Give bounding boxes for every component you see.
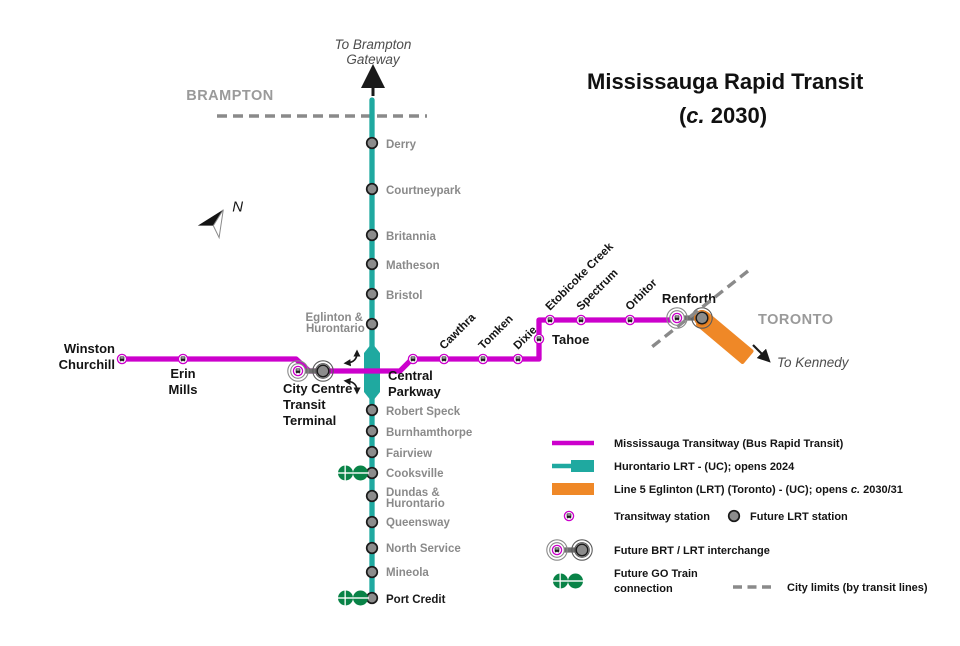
svg-text:Derry: Derry [386, 139, 417, 151]
svg-text:To Kennedy: To Kennedy [777, 355, 850, 370]
svg-text:Courtneypark: Courtneypark [386, 185, 461, 197]
svg-text:Future GO Train: Future GO Train [614, 568, 698, 580]
svg-text:(c. 2030): (c. 2030) [679, 103, 767, 128]
svg-text:TORONTO: TORONTO [758, 312, 833, 328]
svg-text:connection: connection [614, 583, 673, 595]
svg-text:To Brampton: To Brampton [335, 37, 412, 52]
svg-text:Hurontario: Hurontario [386, 498, 445, 510]
svg-text:Winston: Winston [64, 341, 115, 356]
svg-text:N: N [232, 199, 243, 216]
svg-text:Britannia: Britannia [386, 231, 436, 243]
svg-text:Port Credit: Port Credit [386, 594, 446, 606]
svg-text:North Service: North Service [386, 543, 461, 555]
svg-text:Central: Central [388, 368, 433, 383]
svg-text:BRAMPTON: BRAMPTON [186, 88, 274, 104]
svg-text:Erin: Erin [170, 366, 195, 381]
svg-text:Hurontario: Hurontario [306, 323, 365, 335]
svg-text:Terminal: Terminal [283, 413, 336, 428]
svg-text:Hurontario LRT - (UC); opens 2: Hurontario LRT - (UC); opens 2024 [614, 461, 795, 473]
svg-text:City Centre: City Centre [283, 381, 352, 396]
svg-text:Transitway station: Transitway station [614, 511, 710, 523]
svg-text:Bristol: Bristol [386, 290, 422, 302]
svg-text:Cooksville: Cooksville [386, 468, 444, 480]
svg-text:Parkway: Parkway [388, 384, 442, 399]
svg-text:Mississauga Rapid Transit: Mississauga Rapid Transit [587, 69, 864, 94]
svg-text:Churchill: Churchill [59, 357, 115, 372]
svg-text:Gateway: Gateway [346, 52, 401, 67]
svg-text:City limits (by transit lines): City limits (by transit lines) [787, 582, 928, 594]
svg-text:Line 5 Eglinton (LRT) (Toronto: Line 5 Eglinton (LRT) (Toronto) - (UC); … [614, 484, 903, 496]
svg-text:Matheson: Matheson [386, 260, 440, 272]
svg-text:Future LRT station: Future LRT station [750, 511, 848, 523]
svg-text:Future BRT / LRT interchange: Future BRT / LRT interchange [614, 545, 770, 557]
svg-text:Transit: Transit [283, 397, 326, 412]
svg-text:Mills: Mills [169, 382, 198, 397]
svg-text:Tahoe: Tahoe [552, 332, 589, 347]
svg-text:Mississauga Transitway (Bus Ra: Mississauga Transitway (Bus Rapid Transi… [614, 438, 844, 450]
svg-text:Queensway: Queensway [386, 517, 451, 529]
svg-text:Robert Speck: Robert Speck [386, 406, 461, 418]
svg-text:Burnhamthorpe: Burnhamthorpe [386, 427, 472, 439]
svg-text:Mineola: Mineola [386, 567, 429, 579]
svg-text:Fairview: Fairview [386, 448, 432, 460]
